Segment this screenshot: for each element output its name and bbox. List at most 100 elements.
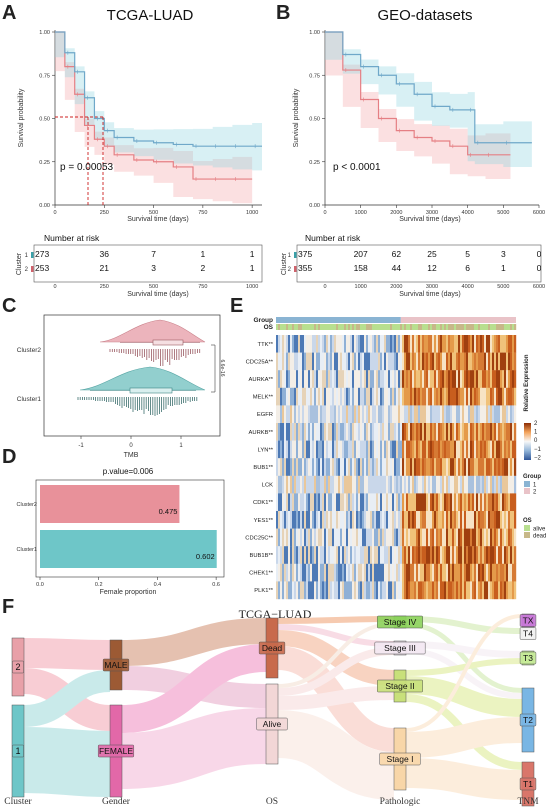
panel-e-heat-cell xyxy=(494,352,497,371)
panel-e-heat-cell xyxy=(368,405,371,424)
panel-e-heat-cell xyxy=(402,387,405,406)
panel-c-cat-cluster2: Cluster2 xyxy=(17,347,42,354)
panel-e-heat-cell xyxy=(508,387,511,406)
panel-e-heat-cell xyxy=(398,546,401,564)
panel-e-heat-cell xyxy=(478,440,481,459)
panel-e-heat-cell xyxy=(388,352,391,371)
panel-e-heat-cell xyxy=(348,475,351,494)
panel-e-heat-cell xyxy=(300,423,303,441)
panel-e-heat-cell xyxy=(500,458,503,476)
panel-e-os-cell xyxy=(506,324,509,330)
panel-e-heat-cell xyxy=(290,440,293,459)
panel-e-heat-cell xyxy=(360,440,363,459)
panel-e-heat-cell xyxy=(302,563,305,582)
panel-e-heat-cell xyxy=(420,370,423,388)
panel-e-heat-cell xyxy=(470,352,473,371)
panel-e-heat-cell xyxy=(442,405,445,424)
panel-e-heat-cell xyxy=(500,475,503,494)
panel-e-heat-cell xyxy=(382,563,385,582)
panel-e-heat-cell xyxy=(382,335,385,353)
panel-e-heat-cell xyxy=(352,352,355,371)
a-risk-cell: 1 xyxy=(200,249,205,259)
panel-e-heat-cell xyxy=(452,423,455,441)
panel-e-heat-cell xyxy=(382,458,385,476)
panel-e-heat-cell xyxy=(280,370,283,388)
panel-e-heat-cell xyxy=(348,335,351,353)
panel-e-heat-cell xyxy=(416,475,419,494)
panel-e-heat-cell xyxy=(488,352,491,371)
panel-e-os-cell xyxy=(308,324,311,330)
panel-e-heat-cell xyxy=(486,370,489,388)
panel-e-heat-cell xyxy=(294,546,297,564)
panel-e-heat-cell xyxy=(304,370,307,388)
panel-e-heat-cell xyxy=(352,370,355,388)
panel-e-heat-cell xyxy=(276,475,279,494)
panel-e-heat-cell xyxy=(466,440,469,459)
panel-e-heat-cell xyxy=(474,387,477,406)
panel-e-heat-cell xyxy=(284,387,287,406)
panel-e-heat-cell xyxy=(474,546,477,564)
panel-e-heat-cell xyxy=(422,528,425,547)
panel-e-heat-cell xyxy=(402,352,405,371)
panel-e-heat-cell xyxy=(426,528,429,547)
panel-e-heat-cell xyxy=(432,423,435,441)
panel-e-heat-cell xyxy=(478,511,481,529)
a-risk-xtick-label: 250 xyxy=(100,284,109,290)
panel-e-heat-cell xyxy=(490,423,493,441)
panel-e-heat-cell xyxy=(428,493,431,512)
panel-e-heat-cell xyxy=(394,370,397,388)
panel-e-heat-cell xyxy=(276,546,279,564)
panel-e-heat-cell xyxy=(422,563,425,582)
panel-e-heat-cell xyxy=(384,387,387,406)
panel-f-node-label-bg xyxy=(377,679,423,693)
panel-e-heat-cell xyxy=(404,511,407,529)
b-ytick-label: 1.00 xyxy=(309,30,320,36)
panel-e-heat-cell xyxy=(504,423,507,441)
panel-e-heat-cell xyxy=(426,387,429,406)
panel-e-heat-cell xyxy=(336,511,339,529)
a-risk-cell: 1 xyxy=(250,263,255,273)
panel-e-heat-cell xyxy=(288,475,291,494)
panel-e-heat-cell xyxy=(482,493,485,512)
panel-c-raincloud: Cluster2 Cluster1 6.6e-16 -1 0 1 TMB xyxy=(17,314,225,459)
panel-e-heat-cell xyxy=(318,352,321,371)
panel-e-heat-cell xyxy=(306,581,309,600)
panel-e-heat-cell xyxy=(276,387,279,406)
panel-d-xtick-label: 0.2 xyxy=(95,582,103,588)
panel-e-heat-cell xyxy=(286,370,289,388)
panel-e-os-cell xyxy=(448,324,451,330)
panel-e-heat-cell xyxy=(410,546,413,564)
panel-f-node-label-gender-female: FEMALE xyxy=(99,746,133,756)
panel-e-heat-cell xyxy=(474,528,477,547)
panel-e-heat-cell xyxy=(408,352,411,371)
panel-e-os-cell xyxy=(348,324,351,330)
panel-e-heat-cell xyxy=(356,528,359,547)
panel-e-heat-cell xyxy=(310,440,313,459)
b-curve-cluster1 xyxy=(325,31,532,144)
panel-e-heat-cell xyxy=(506,581,509,600)
panel-e-heat-cell xyxy=(488,563,491,582)
panel-e-heat-cell xyxy=(414,475,417,494)
panel-e-heat-cell xyxy=(330,563,333,582)
panel-e-heat-cell xyxy=(512,528,515,547)
panel-e-heat-cell xyxy=(420,528,423,547)
panel-e-heat-cell xyxy=(304,405,307,424)
panel-e-heat-cell xyxy=(492,387,495,406)
panel-e-heat-cell xyxy=(492,370,495,388)
panel-e-heat-cell xyxy=(364,335,367,353)
panel-e-heat-cell xyxy=(460,387,463,406)
panel-e-heat-cell xyxy=(330,405,333,424)
panel-e-heat-cell xyxy=(402,475,405,494)
panel-e-heat-cell xyxy=(404,440,407,459)
panel-e-heat-cell xyxy=(400,528,403,547)
panel-e-heat-cell xyxy=(458,405,461,424)
panel-e-heat-cell xyxy=(470,511,473,529)
panel-e-heat-cell xyxy=(374,370,377,388)
panel-e-heat-cell xyxy=(378,581,381,600)
panel-e-heat-cell xyxy=(402,423,405,441)
panel-e-heat-cell xyxy=(320,528,323,547)
panel-e-heat-cell xyxy=(462,423,465,441)
panel-e-heat-cell xyxy=(456,581,459,600)
panel-e-gene-label: BUB1** xyxy=(253,465,273,471)
panel-e-heat-cell xyxy=(368,335,371,353)
